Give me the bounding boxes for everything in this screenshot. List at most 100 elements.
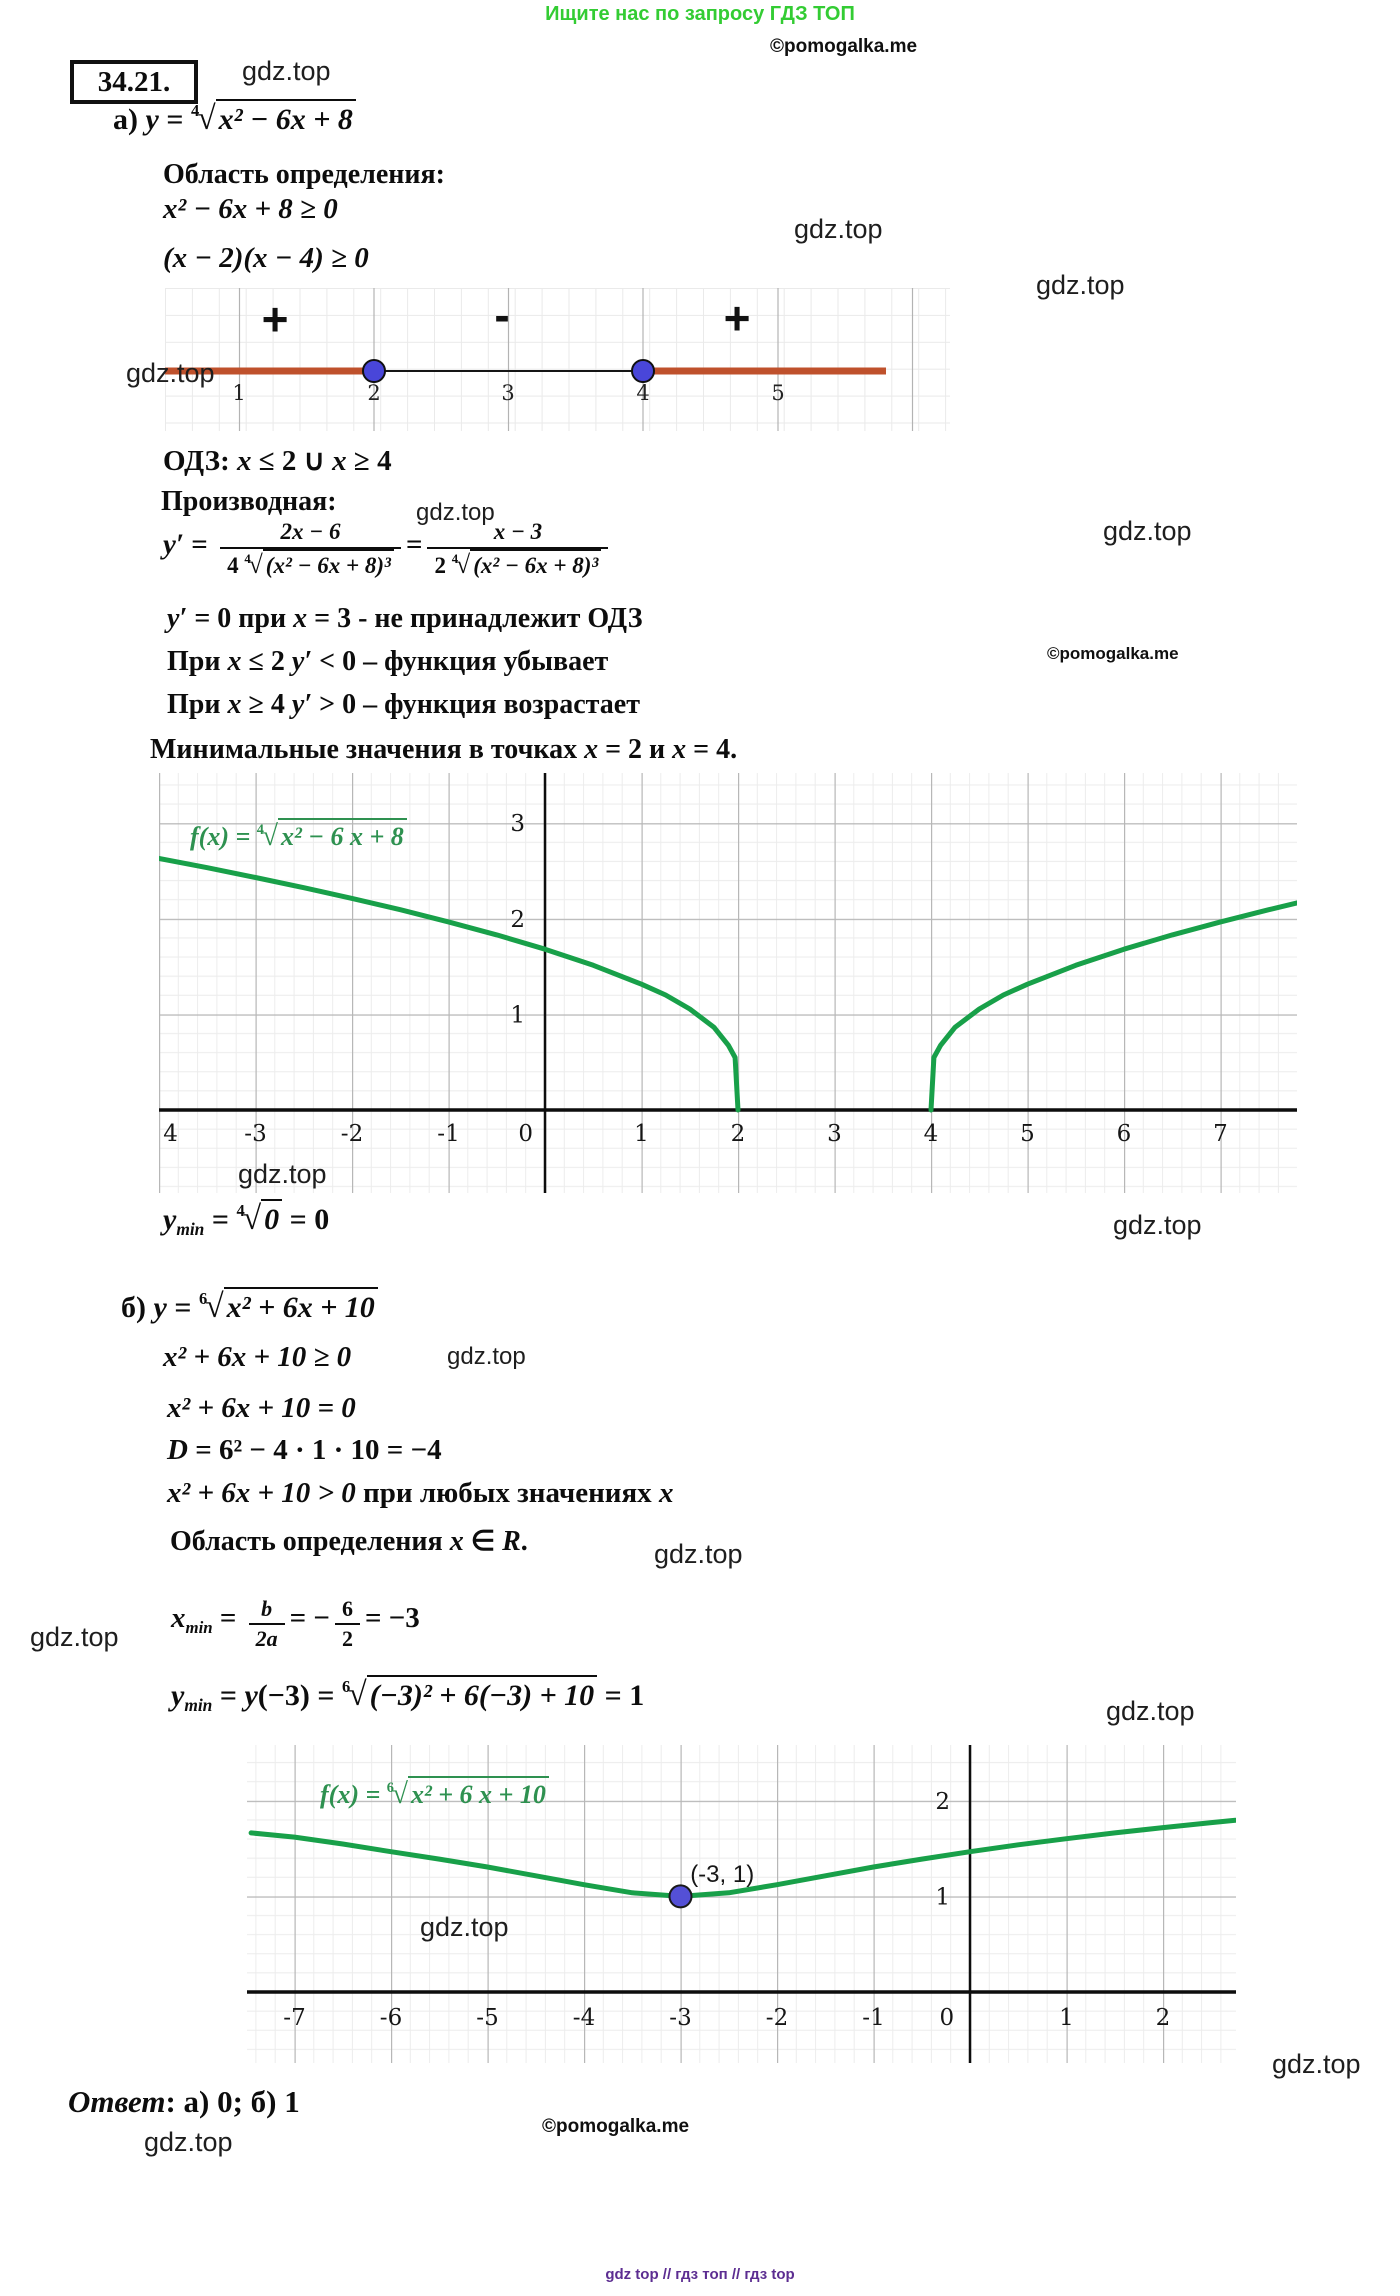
inequality-a: x² − 6x + 8 ≥ 0	[163, 193, 338, 225]
ymin-line-a: ymin = 4√ 0 = 0	[163, 1199, 330, 1240]
gdz-watermark: gdz.top	[794, 214, 883, 244]
gdz-watermark: gdz.top	[144, 2127, 233, 2157]
svg-text:2: 2	[1156, 2005, 1171, 2031]
gdz-watermark: gdz.top	[1036, 270, 1125, 300]
svg-text:-4: -4	[573, 2005, 595, 2031]
svg-text:1: 1	[510, 1002, 525, 1028]
fraction-denominator: 4 4√ (x² − 6x + 8)³	[220, 548, 401, 579]
graph-part-a: 4 -3 -2 -1 0 1 2 3 4 5 6 7 1 2 3	[159, 773, 1297, 1193]
fraction: b 2a	[248, 1597, 285, 1651]
equals: =	[405, 528, 423, 561]
root-point-4	[631, 359, 655, 383]
svg-text:-2: -2	[341, 1121, 363, 1147]
factored-inequality-a: (x − 2)(x − 4) ≥ 0	[163, 242, 369, 274]
tick-label-1: 1	[232, 381, 245, 405]
svg-text:-5: -5	[476, 2005, 498, 2031]
svg-text:2: 2	[510, 907, 525, 933]
fraction-denominator: 2 4√ (x² − 6x + 8)³	[427, 548, 608, 579]
svg-text:-1: -1	[862, 2005, 884, 2031]
gdz-watermark: gdz.top	[420, 1912, 509, 1942]
svg-text:-7: -7	[283, 2005, 305, 2031]
fraction-numerator: x − 3	[427, 519, 609, 549]
xmin-lhs: xmin =	[171, 1602, 244, 1637]
equation-zero-b: x² + 6x + 10 = 0	[167, 1392, 356, 1424]
svg-text:-6: -6	[380, 2005, 402, 2031]
domain-title-a: Область определения:	[163, 159, 446, 190]
promo-banner: Ищите нас по запросу ГДЗ ТОП	[545, 3, 855, 25]
copyright-watermark: ©pomogalka.me	[542, 2116, 690, 2137]
svg-text:1: 1	[935, 1884, 950, 1910]
footer-links[interactable]: gdz top // гдз топ // гдз top	[605, 2266, 795, 2283]
gdz-watermark: gdz.top	[1272, 2049, 1361, 2079]
number-line-grid	[165, 288, 950, 431]
curve-label-part-b: f(x) = 6√ x² + 6 x + 10	[320, 1776, 549, 1811]
svg-text:0: 0	[518, 1121, 533, 1147]
svg-text:5: 5	[1020, 1121, 1035, 1147]
svg-text:4: 4	[924, 1121, 939, 1147]
odz-line: ОДЗ: x ≤ 2 ∪ x ≥ 4	[163, 445, 392, 477]
sign-chart-number-line: + - + 1 2 3 4 5	[165, 288, 950, 431]
svg-text:4: 4	[163, 1121, 178, 1147]
plus-sign: +	[262, 293, 289, 345]
graph-grid	[247, 1745, 1236, 2063]
positive-line: x² + 6x + 10 > 0 при любых значениях x	[167, 1477, 674, 1509]
minus-sign: -	[494, 289, 509, 341]
tick-label-5: 5	[771, 381, 784, 405]
copyright-watermark: ©pomogalka.me	[770, 36, 918, 57]
decreasing-line: При x ≤ 2 y′ < 0 – функция убывает	[167, 646, 609, 677]
gdz-watermark: gdz.top	[1103, 516, 1192, 546]
svg-text:-3: -3	[244, 1121, 266, 1147]
svg-text:0: 0	[939, 2005, 954, 2031]
gdz-watermark: gdz.top	[1113, 1210, 1202, 1240]
graph-part-b: -7 -6 -5 -4 -3 -2 -1 0 1 2 1 2 (-3, 1)	[247, 1745, 1236, 2063]
xmin-equation: xmin = b 2a = −6 2 = −3	[171, 1597, 420, 1651]
discriminant-line: D = 6² − 4 · 1 · 10 = −4	[167, 1434, 442, 1466]
answer-line: Ответ: а) 0; б) 1	[68, 2084, 300, 2119]
copyright-watermark: ©pomogalka.me	[1047, 644, 1179, 663]
gdz-watermark: gdz.top	[447, 1343, 526, 1370]
gdz-watermark: gdz.top	[242, 56, 331, 86]
equation-part-b: б) y = 6√ x² + 6x + 10	[121, 1287, 378, 1326]
fraction-numerator: 6	[334, 1597, 360, 1625]
svg-text:-3: -3	[669, 2005, 691, 2031]
root-point-2	[362, 359, 386, 383]
svg-text:1: 1	[1059, 2005, 1074, 2031]
tick-label-3: 3	[501, 381, 514, 405]
problem-number-box: 34.21.	[70, 60, 198, 104]
fraction-denominator: 2a	[255, 1625, 278, 1651]
fraction-numerator: 2x − 6	[220, 519, 401, 549]
xmin-rhs: = −3	[364, 1602, 420, 1635]
gdz-watermark: gdz.top	[654, 1539, 743, 1569]
tick-label-4: 4	[636, 381, 649, 405]
derivative-title: Производная:	[161, 486, 337, 517]
svg-text:-1: -1	[437, 1121, 459, 1147]
inequality-b: x² + 6x + 10 ≥ 0	[163, 1341, 352, 1373]
svg-text:6: 6	[1117, 1121, 1132, 1147]
svg-text:2: 2	[935, 1789, 950, 1815]
xmin-mid: = −	[289, 1602, 330, 1635]
svg-text:2: 2	[731, 1121, 746, 1147]
curve-label-part-a: f(x) = 4√ x² − 6 x + 8	[190, 818, 407, 853]
increasing-line: При x ≥ 4 y′ > 0 – функция возрастает	[167, 689, 640, 720]
svg-text:3: 3	[827, 1121, 842, 1147]
derivative-lhs: y′ =	[163, 528, 216, 561]
svg-text:7: 7	[1213, 1121, 1228, 1147]
ymin-line-b: ymin = y(−3) = 6√ (−3)² + 6(−3) + 10 = 1	[171, 1675, 645, 1716]
fraction-numerator: b	[248, 1597, 285, 1625]
plus-sign: +	[724, 292, 751, 344]
graph-grid	[159, 773, 1297, 1193]
problem-number: 34.21.	[97, 65, 171, 98]
plot-area: -7 -6 -5 -4 -3 -2 -1 0 1 2 1 2 (-3, 1)	[247, 1745, 1236, 2063]
gdz-watermark: gdz.top	[238, 1159, 327, 1189]
fraction-denominator: 2	[341, 1625, 353, 1651]
gdz-watermark: gdz.top	[126, 358, 215, 388]
svg-text:1: 1	[634, 1121, 649, 1147]
svg-text:-2: -2	[766, 2005, 788, 2031]
equation-part-a: а) y = 4√ x² − 6x + 8	[113, 99, 356, 138]
gdz-watermark: gdz.top	[30, 1622, 119, 1652]
